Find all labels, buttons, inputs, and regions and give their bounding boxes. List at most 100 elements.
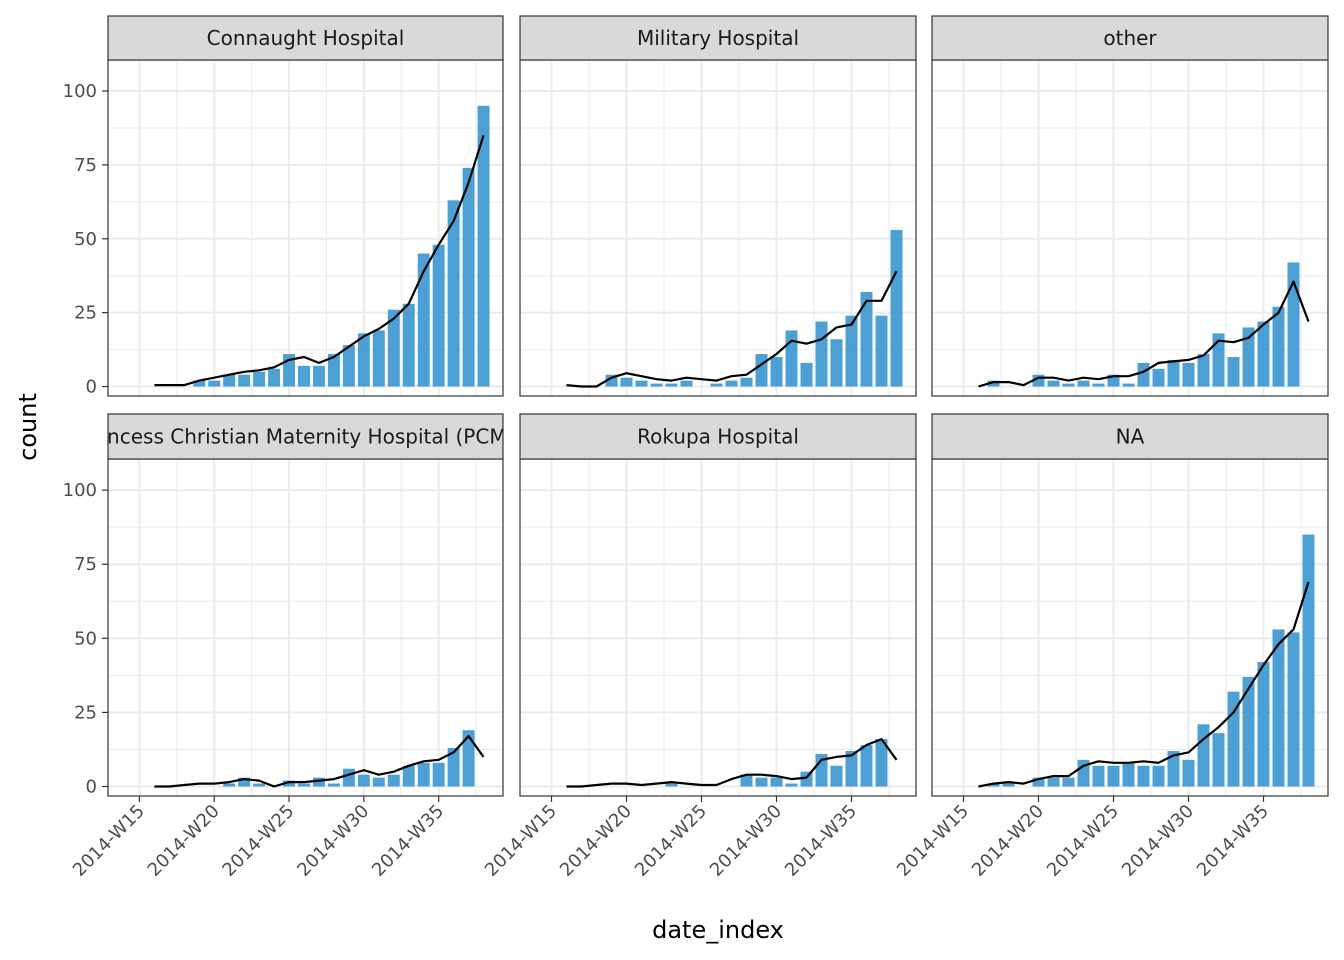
bar	[223, 374, 236, 387]
bar	[1227, 356, 1240, 387]
bar	[342, 345, 355, 387]
facet-strip-label: Military Hospital	[637, 26, 799, 50]
bar	[725, 380, 738, 387]
bar	[1182, 759, 1195, 787]
bar	[740, 377, 753, 387]
bar	[1167, 359, 1180, 387]
bar	[1287, 262, 1300, 387]
bar	[357, 774, 370, 787]
bar	[740, 774, 753, 787]
bar	[860, 745, 873, 787]
bar	[1302, 534, 1315, 787]
bar	[1077, 759, 1090, 787]
x-tick-label: 2014-W25	[218, 801, 298, 881]
bar	[1257, 662, 1270, 787]
panel-background	[108, 459, 503, 796]
y-axis-title: count	[14, 393, 42, 461]
x-tick-label: 2014-W30	[706, 801, 786, 881]
y-tick-label: 0	[86, 377, 97, 398]
bar	[875, 739, 888, 787]
trend-line	[978, 581, 1310, 788]
panel-background	[520, 459, 916, 796]
facet-strip-label: Rokupa Hospital	[637, 425, 799, 449]
bar	[1062, 777, 1075, 787]
bar	[402, 765, 415, 787]
facet-panel-3: other	[931, 15, 1329, 397]
bar	[1242, 327, 1255, 387]
facet-strip	[107, 413, 504, 460]
facet-panel-2: Military Hospital	[519, 15, 917, 397]
trend-line	[154, 734, 485, 788]
bar	[770, 777, 783, 787]
x-tick-label: 2014-W35	[368, 801, 448, 881]
bar	[1137, 765, 1150, 787]
bar	[283, 354, 296, 387]
x-tick-label: 2014-W15	[893, 801, 973, 881]
bar	[1062, 383, 1075, 387]
facet-strip	[519, 413, 917, 460]
y-tick-label: 50	[74, 229, 97, 250]
y-tick-label: 100	[63, 480, 97, 501]
facet-strip-label: other	[1103, 26, 1157, 50]
facet-panel-6: NA 2014-W152014-W202014-W252014-W302014-W…	[893, 413, 1329, 881]
bar	[1137, 362, 1150, 387]
bar	[253, 783, 266, 787]
bar	[1122, 383, 1135, 387]
bar	[1212, 733, 1225, 787]
y-tick-label: 25	[74, 702, 97, 723]
x-tick-label: 2014-W30	[1118, 801, 1198, 881]
y-tick-label: 75	[74, 155, 97, 176]
y-tick-label: 75	[74, 554, 97, 575]
facet-strip	[931, 15, 1329, 61]
bar	[327, 354, 340, 387]
bar	[860, 291, 873, 387]
x-tick-label: 2014-W25	[1043, 801, 1123, 881]
bar	[447, 200, 460, 387]
bar	[635, 380, 648, 387]
facet-panel-4: Princess Christian Maternity Hospital (P…	[63, 413, 530, 881]
y-tick-label: 50	[74, 628, 97, 649]
x-tick-label: 2014-W15	[69, 801, 149, 881]
bar	[298, 783, 310, 787]
bar	[1197, 354, 1210, 387]
bar	[650, 383, 663, 387]
bar	[890, 229, 903, 387]
bar	[1272, 306, 1285, 387]
facet-strip	[931, 413, 1329, 460]
bar	[1152, 765, 1165, 787]
y-tick-label: 25	[74, 303, 97, 324]
bar	[800, 362, 813, 387]
x-tick-label: 2014-W25	[631, 801, 711, 881]
bar	[620, 377, 633, 387]
x-axis-title: date_index	[652, 916, 784, 944]
bar	[1047, 380, 1060, 387]
bar	[387, 309, 400, 387]
bar	[665, 783, 678, 787]
x-tick-label: 2014-W20	[968, 801, 1048, 881]
bar	[830, 765, 843, 787]
bar	[1152, 368, 1165, 387]
bar	[1107, 765, 1120, 787]
bar	[1092, 765, 1105, 787]
bar	[987, 380, 1000, 387]
bar	[208, 380, 221, 387]
x-tick-label: 2014-W35	[781, 801, 861, 881]
bar	[1047, 777, 1060, 787]
bar	[417, 253, 430, 387]
bar	[875, 315, 888, 387]
facet-strip-label: Princess Christian Maternity Hospital (P…	[82, 425, 530, 449]
bar	[1002, 783, 1015, 787]
x-tick-label: 2014-W35	[1193, 801, 1273, 881]
bar	[402, 303, 415, 387]
bar	[1272, 629, 1285, 787]
bar	[193, 380, 206, 387]
bar	[342, 768, 355, 787]
bar	[238, 777, 251, 787]
bar	[253, 371, 266, 387]
facet-strip-label: NA	[1116, 425, 1145, 449]
bar	[1212, 333, 1225, 387]
trend-line	[566, 270, 898, 388]
facet-strip	[107, 15, 504, 61]
bar	[268, 368, 281, 387]
